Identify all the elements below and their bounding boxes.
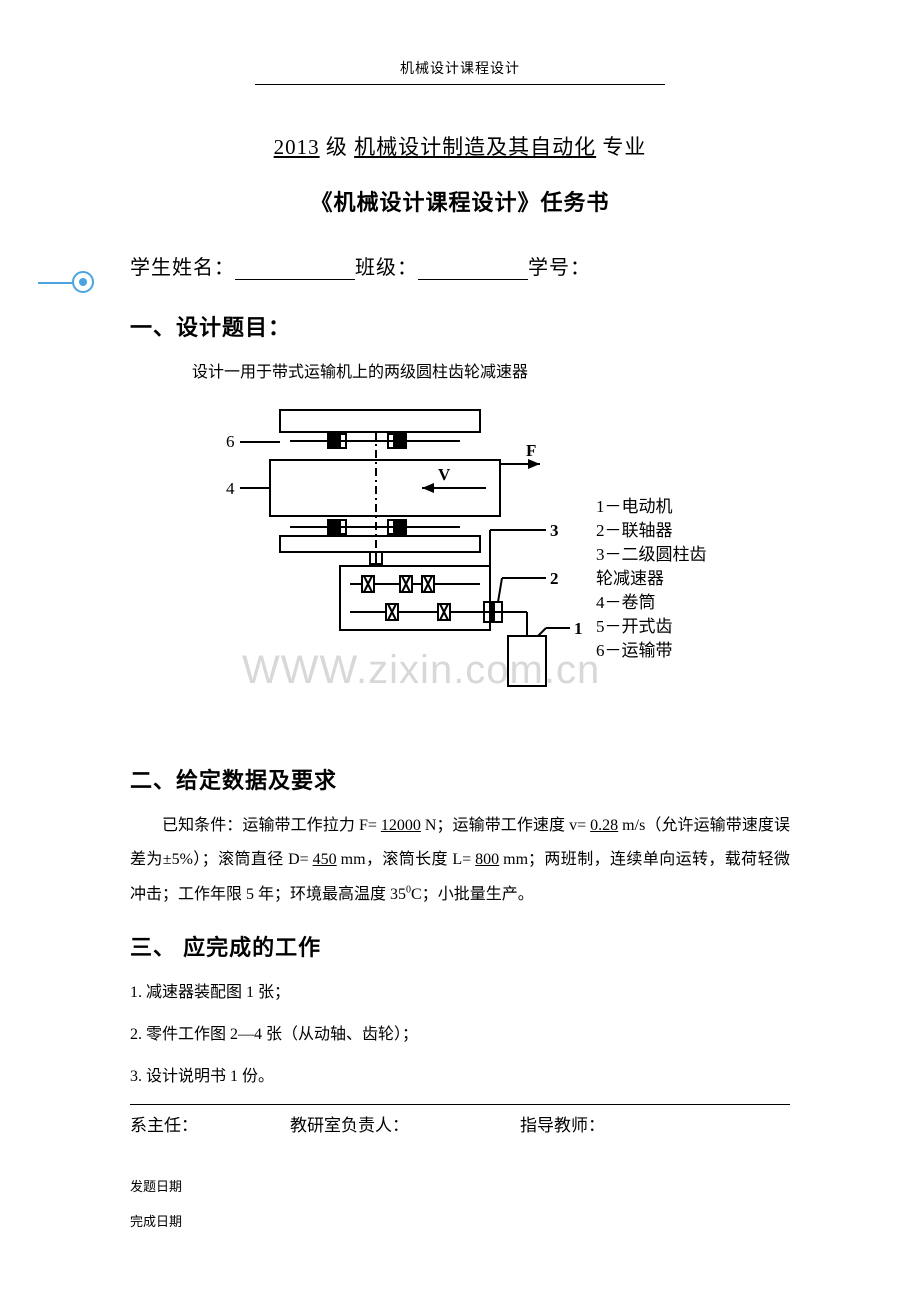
suffix: 专业	[602, 135, 646, 159]
work-item-1: 1. 减速器装配图 1 张；	[130, 978, 790, 1002]
level: 级	[326, 135, 348, 159]
title-line1: 2013 级 机械设计制造及其自动化 专业	[130, 131, 790, 161]
name-label: 学生姓名：	[130, 257, 235, 279]
diag-label-3: 3	[550, 521, 559, 540]
legend-4: 4－卷筒	[596, 593, 656, 612]
signature-line: 系主任： 教研室负责人： 指导教师：	[130, 1104, 790, 1136]
section2-para: 已知条件：运输带工作拉力 F=12000N；运输带工作速度 v=0.28m/s（…	[130, 809, 790, 912]
dates: 发题日期 完成日期	[130, 1176, 790, 1230]
diag-label-6: 6	[226, 432, 235, 451]
legend-0: 1－电动机	[596, 497, 673, 516]
section1-heading: 一、设计题目：	[130, 310, 790, 342]
legend-6: 6－运输带	[596, 641, 673, 660]
class-blank	[418, 279, 528, 280]
id-label: 学号：	[528, 257, 591, 279]
sig-dept: 系主任：	[130, 1111, 290, 1136]
section1-desc: 设计一用于带式运输机上的两级圆柱齿轮减速器	[192, 358, 790, 382]
page-header: 机械设计课程设计	[0, 0, 920, 85]
legend-1: 2－联轴器	[596, 521, 673, 540]
student-info: 学生姓名： 班级： 学号：	[130, 251, 790, 280]
legend-3: 轮减速器	[596, 569, 664, 588]
diag-label-F: F	[526, 441, 536, 460]
name-blank	[235, 279, 355, 280]
s2-t2: N；运输带工作速度 v=	[425, 817, 586, 834]
section3-heading: 三、 应完成的工作	[130, 930, 790, 962]
diag-label-2: 2	[550, 569, 559, 588]
class-label: 班级：	[355, 257, 418, 279]
major: 机械设计制造及其自动化	[354, 135, 596, 159]
header-text: 机械设计课程设计	[400, 62, 520, 77]
complete-date: 完成日期	[130, 1211, 790, 1230]
s2-D: 450	[309, 851, 341, 868]
s2-t4: mm，滚筒长度 L=	[341, 851, 471, 868]
s2-v: 0.28	[586, 817, 622, 834]
title-line2: 《机械设计课程设计》任务书	[130, 185, 790, 217]
sig-teacher: 指导教师：	[520, 1111, 790, 1136]
s2-F: 12000	[377, 817, 425, 834]
section2-heading: 二、给定数据及要求	[130, 763, 790, 795]
diag-label-4: 4	[226, 479, 235, 498]
side-decoration	[38, 270, 94, 294]
s2-L: 800	[471, 851, 503, 868]
s2-t6: C；小批量生产。	[411, 886, 534, 903]
diag-label-1: 1	[574, 619, 583, 638]
diagram: WWW.zixin.com.cn	[130, 402, 790, 727]
legend-2: 3－二级圆柱齿	[596, 545, 707, 564]
work-item-3: 3. 设计说明书 1 份。	[130, 1062, 790, 1086]
year: 2013	[274, 135, 320, 159]
work-item-2: 2. 零件工作图 2—4 张（从动轴、齿轮）；	[130, 1020, 790, 1044]
sig-office: 教研室负责人：	[290, 1111, 520, 1136]
s2-t1: 已知条件：运输带工作拉力 F=	[162, 817, 377, 834]
work-list: 1. 减速器装配图 1 张； 2. 零件工作图 2—4 张（从动轴、齿轮）； 3…	[130, 978, 790, 1086]
diag-label-V: V	[438, 465, 451, 484]
issue-date: 发题日期	[130, 1176, 790, 1195]
legend-5: 5－开式齿	[596, 617, 673, 636]
diagram-svg: 6 4 V F 3 2 1 1－电动机 2－联轴器 3－二级圆柱齿 轮减速器 4…	[190, 402, 730, 722]
